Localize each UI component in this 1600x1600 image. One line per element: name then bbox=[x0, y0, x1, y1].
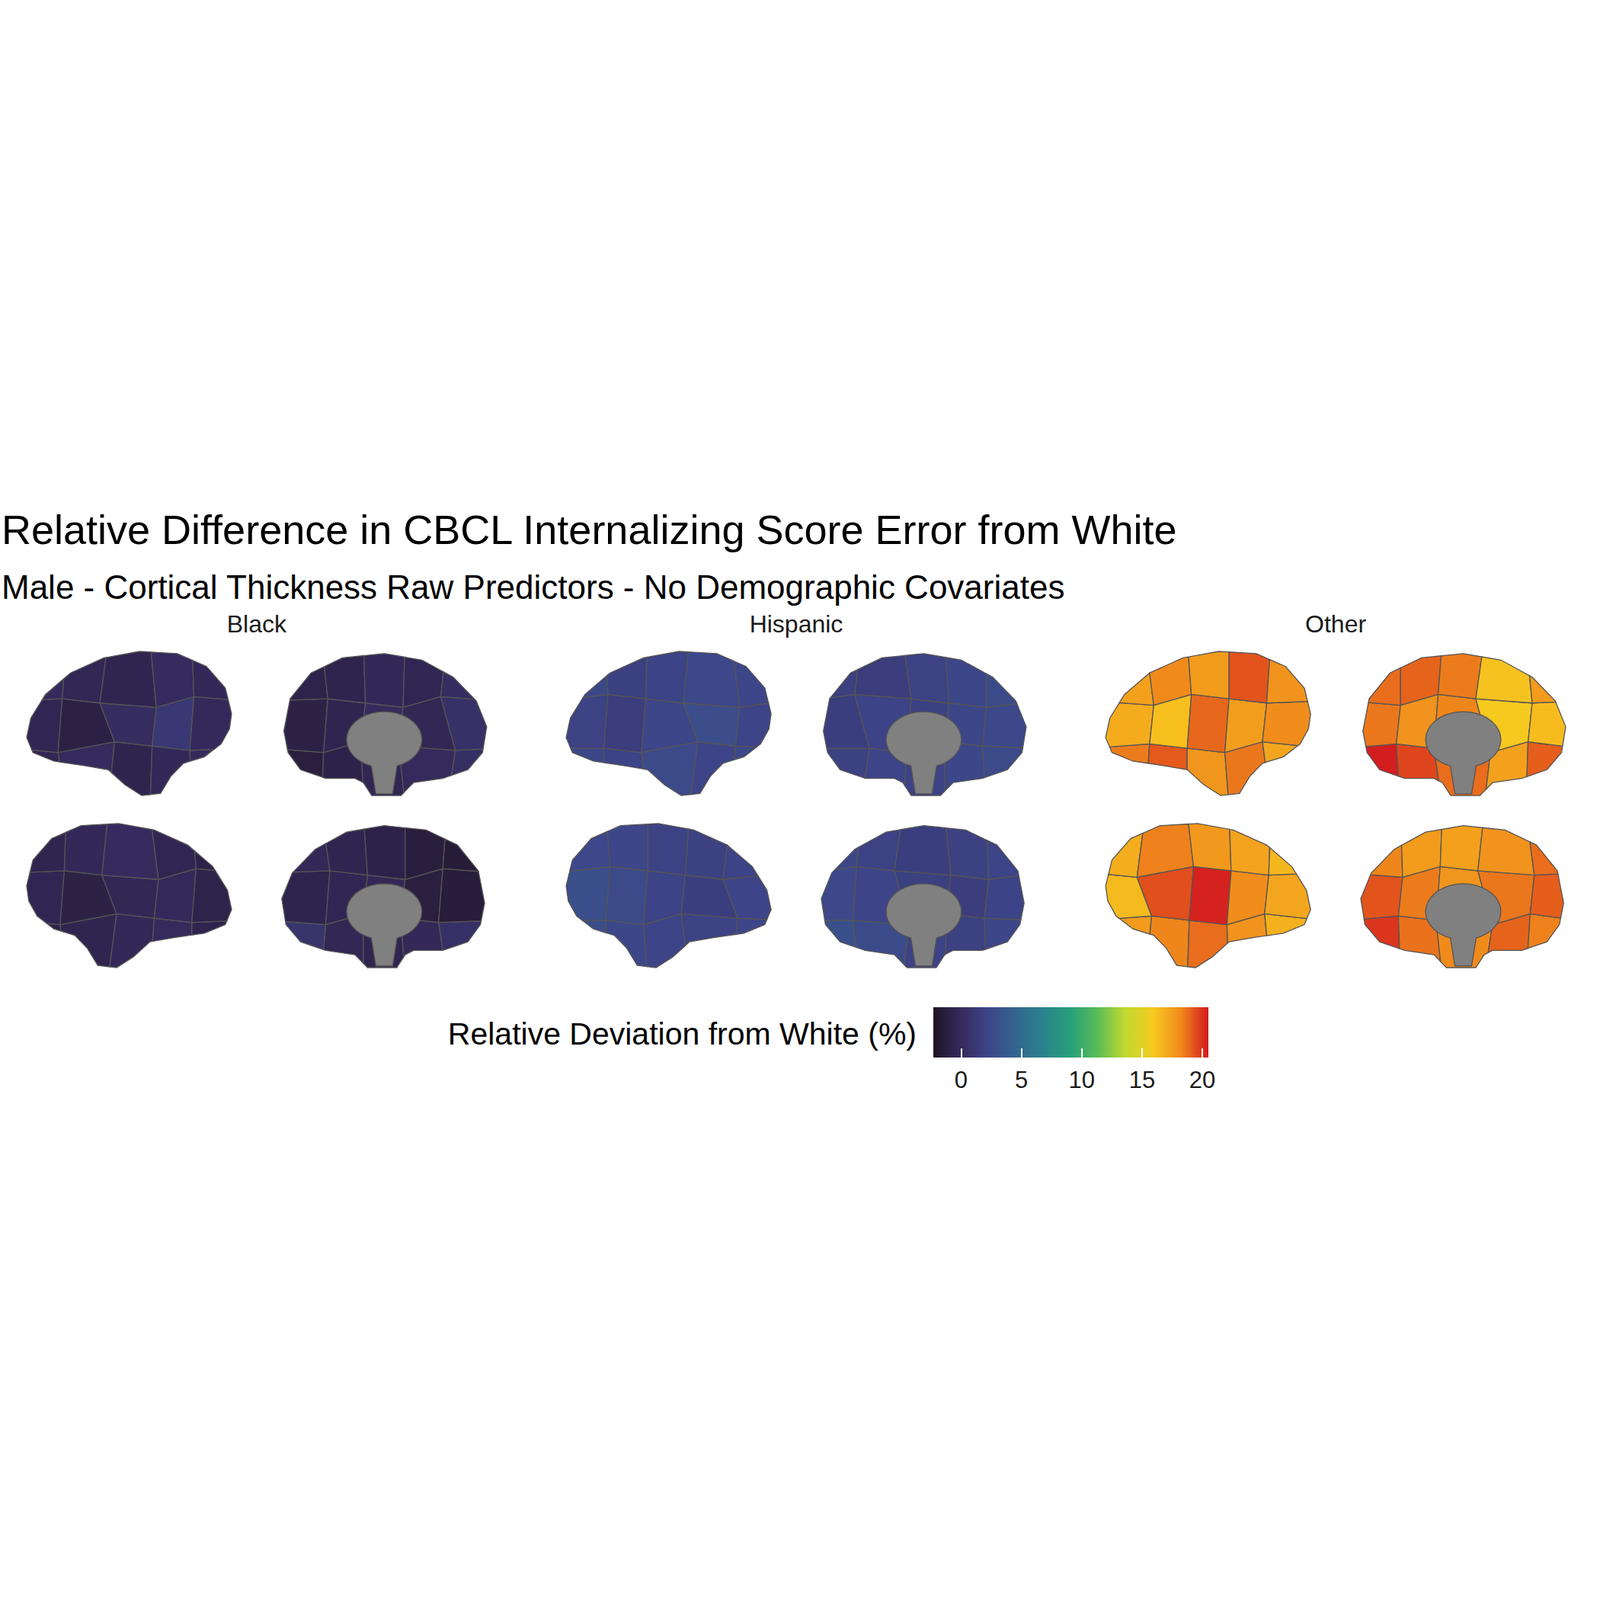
svg-text:Black: Black bbox=[227, 610, 288, 638]
svg-text:Relative Deviation from White: Relative Deviation from White (%) bbox=[448, 1016, 917, 1052]
svg-text:0: 0 bbox=[954, 1066, 968, 1094]
svg-text:5: 5 bbox=[1014, 1066, 1028, 1094]
svg-text:20: 20 bbox=[1189, 1066, 1216, 1094]
svg-text:10: 10 bbox=[1068, 1066, 1095, 1094]
svg-text:15: 15 bbox=[1129, 1066, 1156, 1094]
svg-text:Male - Cortical Thickness Raw: Male - Cortical Thickness Raw Predictors… bbox=[1, 568, 1065, 606]
svg-text:Hispanic: Hispanic bbox=[749, 610, 844, 638]
svg-text:Relative Difference in CBCL In: Relative Difference in CBCL Internalizin… bbox=[1, 506, 1178, 553]
svg-text:Other: Other bbox=[1305, 610, 1367, 638]
